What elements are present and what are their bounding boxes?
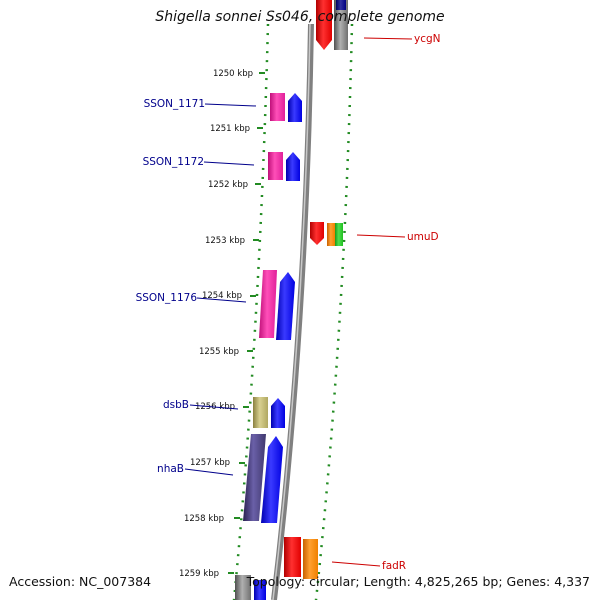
label-SSON_1172[interactable]: SSON_1172 [143, 156, 204, 168]
gene-bottom-blue[interactable] [254, 580, 266, 600]
gene-bottom-gray[interactable] [235, 575, 251, 600]
connector-nhaB [184, 468, 234, 476]
gene-umuD-red[interactable] [310, 222, 324, 245]
accession-text: Accession: NC_007384 [9, 574, 152, 589]
label-nhaB[interactable]: nhaB [157, 463, 184, 475]
map-title: Shigella sonnei Ss046, complete genome [155, 9, 445, 25]
connector-SSON_1171 [204, 103, 257, 107]
ruler-label-1258: 1258 kbp [184, 514, 224, 524]
gene-top-gray[interactable] [334, 0, 348, 50]
connector-dsbB [189, 404, 239, 410]
connector-SSON_1176 [196, 297, 247, 303]
gene-SSON_1176[interactable] [259, 270, 277, 338]
ruler-label-1257: 1257 kbp [190, 458, 230, 468]
ruler-label-1253: 1253 kbp [205, 236, 245, 246]
label-umuD[interactable]: umuD [407, 231, 439, 243]
connector-ycgN [363, 37, 413, 40]
gene-umuD-green[interactable] [335, 223, 343, 246]
gene-blue-2[interactable] [286, 152, 300, 181]
label-SSON_1171[interactable]: SSON_1171 [144, 98, 205, 110]
gene-SSON_1172[interactable] [268, 152, 283, 180]
gene-top-navy[interactable] [336, 0, 346, 10]
gene-blue-4[interactable] [271, 398, 285, 428]
gene-ycgN-arrowhead[interactable] [316, 40, 332, 50]
connector-umuD [356, 234, 406, 238]
gene-fadR-red[interactable] [284, 537, 301, 577]
gene-umuD-orange[interactable] [327, 223, 335, 246]
gene-fadR-orange[interactable] [303, 539, 318, 579]
label-ycgN[interactable]: ycgN [414, 33, 441, 45]
gene-blue-3[interactable] [276, 272, 295, 340]
ruler-label-1255: 1255 kbp [199, 347, 239, 357]
gene-blue-1[interactable] [288, 93, 302, 122]
left-track-dotted-line [232, 23, 270, 600]
right-track-dotted-line [314, 23, 354, 600]
ruler-label-1252: 1252 kbp [208, 180, 248, 190]
genome-backbone [271, 23, 314, 600]
gene-SSON_1171[interactable] [270, 93, 285, 121]
gene-top-red[interactable] [316, 0, 332, 40]
label-fadR[interactable]: fadR [382, 560, 406, 572]
gene-dsbB[interactable] [253, 397, 268, 428]
label-dsbB[interactable]: dsbB [163, 399, 189, 411]
topology-text: Topology: circular; Length: 4,825,265 bp… [246, 574, 590, 589]
genome-backbone-highlight [272, 23, 311, 600]
ruler-label-1250: 1250 kbp [213, 69, 253, 79]
gene-blue-5[interactable] [261, 436, 283, 523]
gene-nhaB[interactable] [243, 434, 266, 521]
connector-SSON_1172 [203, 161, 255, 166]
ruler-ticks [228, 72, 265, 574]
ruler-label-1254: 1254 kbp [202, 291, 242, 301]
connector-fadR [331, 561, 381, 567]
label-SSON_1176[interactable]: SSON_1176 [136, 292, 198, 304]
ruler-label-1251: 1251 kbp [210, 124, 250, 134]
ruler-label-1259: 1259 kbp [179, 569, 219, 579]
